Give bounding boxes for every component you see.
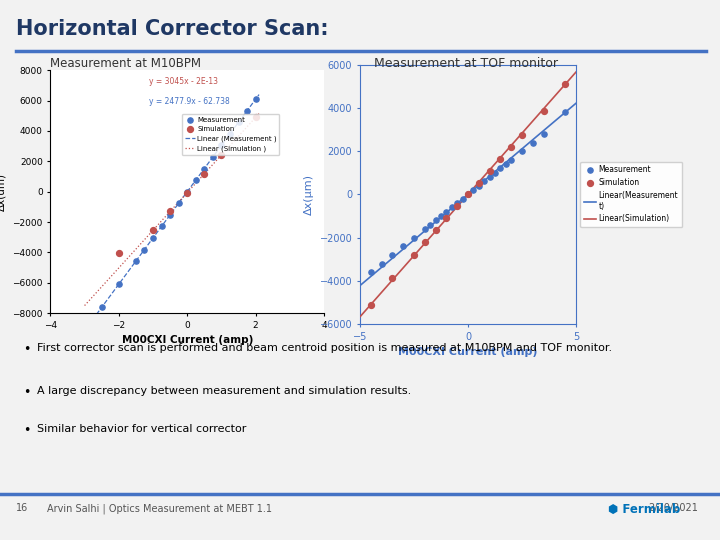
Simulation bbox=[147, 226, 158, 234]
Measurement bbox=[376, 259, 387, 268]
Measurement bbox=[468, 186, 480, 194]
Simulation bbox=[181, 188, 193, 197]
Simulation bbox=[387, 273, 398, 282]
Text: Similar behavior for vertical corrector: Similar behavior for vertical corrector bbox=[37, 424, 247, 434]
Measurement bbox=[435, 212, 446, 220]
Text: Arvin Salhi | Optics Measurement at MEBT 1.1: Arvin Salhi | Optics Measurement at MEBT… bbox=[47, 503, 272, 514]
Measurement bbox=[425, 220, 436, 229]
Legend: Measurement, Simulation, Linear (Measurement ), Linear (Simulation ): Measurement, Simulation, Linear (Measure… bbox=[181, 114, 279, 155]
Simulation bbox=[199, 170, 210, 178]
Measurement bbox=[451, 199, 463, 207]
Text: Horizontal Corrector Scan:: Horizontal Corrector Scan: bbox=[16, 19, 328, 39]
Measurement bbox=[538, 130, 549, 138]
Text: •: • bbox=[23, 386, 30, 399]
Text: A large discrepancy between measurement and simulation results.: A large discrepancy between measurement … bbox=[37, 386, 412, 396]
Measurement bbox=[473, 181, 485, 190]
X-axis label: M00CXI Current (amp): M00CXI Current (amp) bbox=[398, 347, 538, 357]
Simulation bbox=[365, 300, 377, 309]
Text: Measurement at TOF monitor: Measurement at TOF monitor bbox=[374, 57, 559, 70]
Measurement bbox=[207, 153, 219, 161]
Y-axis label: Δx(um): Δx(um) bbox=[0, 173, 6, 211]
Measurement bbox=[430, 216, 441, 225]
Y-axis label: Δx(μm): Δx(μm) bbox=[304, 174, 314, 215]
Simulation bbox=[408, 251, 420, 259]
Simulation bbox=[473, 178, 485, 187]
Simulation bbox=[250, 113, 261, 122]
Measurement bbox=[490, 168, 501, 177]
Measurement bbox=[505, 156, 517, 164]
Simulation bbox=[430, 226, 441, 234]
Measurement bbox=[224, 130, 235, 138]
Measurement bbox=[181, 187, 193, 196]
Measurement bbox=[419, 225, 431, 233]
Measurement bbox=[516, 147, 528, 156]
Linear (Simulation ) bbox=[255, 110, 264, 117]
Measurement bbox=[457, 194, 469, 203]
Simulation bbox=[462, 190, 474, 199]
Simulation bbox=[164, 207, 176, 216]
Measurement bbox=[397, 242, 409, 251]
X-axis label: M00CXI Current (amp): M00CXI Current (amp) bbox=[122, 335, 253, 346]
Simulation bbox=[113, 248, 125, 257]
Simulation bbox=[559, 80, 571, 89]
Measurement bbox=[96, 303, 107, 312]
Simulation bbox=[216, 151, 228, 159]
Measurement bbox=[156, 222, 167, 231]
Legend: Measurement, Simulation, Linear(Measurement
t), Linear(Simulation): Measurement, Simulation, Linear(Measurem… bbox=[580, 161, 682, 227]
Measurement bbox=[559, 108, 571, 117]
Simulation bbox=[419, 238, 431, 246]
Measurement bbox=[387, 251, 398, 259]
Measurement bbox=[500, 160, 511, 168]
Measurement bbox=[147, 234, 158, 242]
Measurement bbox=[462, 190, 474, 199]
Measurement bbox=[495, 164, 506, 173]
Measurement bbox=[164, 211, 176, 219]
Text: •: • bbox=[23, 424, 30, 437]
Text: •: • bbox=[23, 343, 30, 356]
Measurement bbox=[408, 233, 420, 242]
Measurement bbox=[250, 95, 261, 104]
Text: y = 2477.9x - 62.738: y = 2477.9x - 62.738 bbox=[149, 97, 230, 106]
Line: Linear (Simulation ): Linear (Simulation ) bbox=[85, 113, 259, 306]
Text: 16: 16 bbox=[16, 503, 28, 514]
Measurement bbox=[233, 118, 244, 127]
Measurement bbox=[113, 280, 125, 288]
Measurement bbox=[173, 199, 184, 207]
Simulation bbox=[538, 107, 549, 116]
Measurement bbox=[441, 207, 452, 216]
Linear (Simulation ) bbox=[81, 302, 89, 309]
Measurement bbox=[241, 106, 253, 115]
Measurement bbox=[478, 177, 490, 186]
Text: ⬢ Fermilab: ⬢ Fermilab bbox=[608, 503, 680, 516]
Simulation bbox=[441, 214, 452, 222]
Measurement bbox=[216, 141, 228, 150]
Simulation bbox=[505, 143, 517, 151]
Measurement bbox=[527, 138, 539, 147]
Simulation bbox=[484, 166, 495, 175]
Measurement bbox=[484, 173, 495, 181]
Simulation bbox=[516, 131, 528, 139]
Text: 2/20/2021: 2/20/2021 bbox=[649, 503, 698, 514]
Measurement bbox=[190, 176, 202, 185]
Measurement bbox=[365, 268, 377, 276]
Measurement bbox=[139, 245, 150, 254]
Measurement bbox=[199, 164, 210, 173]
Measurement bbox=[446, 203, 458, 212]
Simulation bbox=[495, 154, 506, 163]
Simulation bbox=[451, 202, 463, 211]
Text: First corrector scan is performed and beam centroid position is measured at M10B: First corrector scan is performed and be… bbox=[37, 343, 613, 353]
Text: y = 3045x - 2E-13: y = 3045x - 2E-13 bbox=[149, 77, 218, 86]
Measurement bbox=[130, 256, 142, 265]
Text: Measurement at M10BPM: Measurement at M10BPM bbox=[50, 57, 202, 70]
